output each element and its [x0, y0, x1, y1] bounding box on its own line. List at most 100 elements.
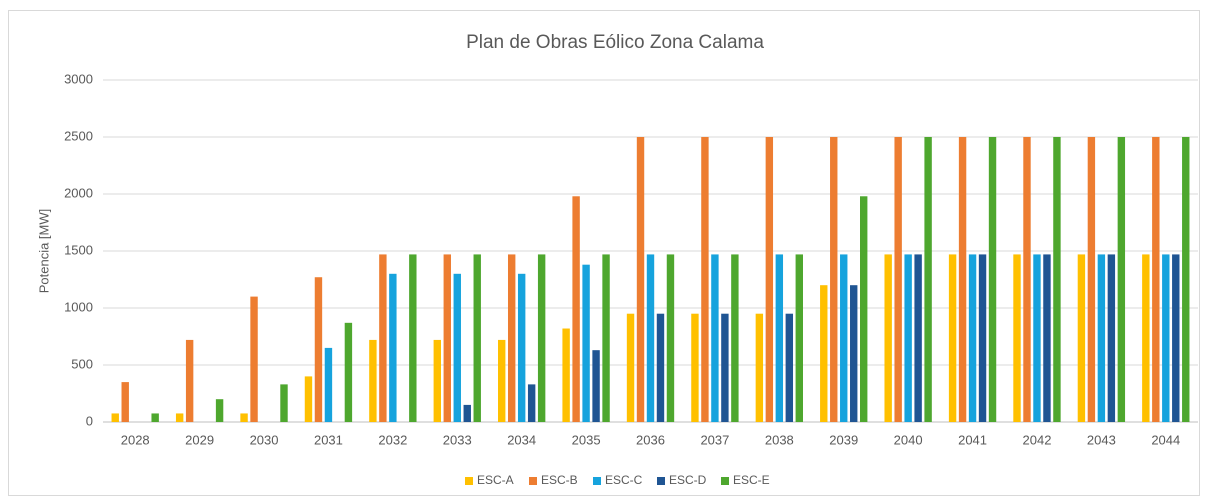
bar: [185, 339, 194, 422]
bar: [701, 137, 709, 422]
x-tick-label: 2030: [250, 432, 279, 447]
x-tick-label: 2034: [507, 432, 536, 447]
bar: [507, 254, 516, 422]
bar: [968, 254, 977, 422]
bar: [721, 313, 729, 422]
bar: [389, 273, 397, 422]
bar: [1172, 254, 1180, 422]
bar: [914, 254, 922, 422]
bar: [1182, 137, 1190, 422]
bar: [1077, 254, 1086, 422]
bar: [527, 384, 536, 422]
bar: [602, 254, 610, 422]
bar: [636, 137, 645, 422]
bar: [1013, 254, 1021, 422]
x-tick-label: 2035: [572, 432, 601, 447]
y-axis-label: Potencia [MW]: [36, 209, 51, 294]
bar: [1152, 137, 1160, 422]
bar: [988, 137, 997, 422]
bar: [111, 413, 119, 422]
bar: [1117, 137, 1126, 422]
bar: [280, 384, 288, 422]
x-tick-label: 2037: [700, 432, 729, 447]
x-tick-label: 2032: [378, 432, 407, 447]
bar: [626, 313, 635, 422]
bar: [820, 285, 828, 422]
x-tick-label: 2028: [121, 432, 150, 447]
bar: [666, 254, 675, 422]
legend-label: ESC-C: [605, 473, 643, 487]
legend-swatch: [721, 477, 729, 485]
chart-title: Plan de Obras Eólico Zona Calama: [466, 32, 764, 53]
bar: [958, 137, 967, 422]
bar: [785, 313, 794, 422]
x-tick-label: 2039: [829, 432, 858, 447]
bar: [755, 313, 764, 422]
y-tick-label: 2500: [64, 128, 93, 143]
x-tick-label: 2033: [443, 432, 472, 447]
bar: [1023, 137, 1031, 422]
bar: [151, 413, 159, 422]
bar: [324, 347, 333, 422]
bar: [379, 254, 387, 422]
bar: [859, 196, 868, 422]
bar: [582, 264, 590, 422]
bar: [731, 254, 739, 422]
x-tick-label: 2041: [958, 432, 987, 447]
bar: [1142, 254, 1150, 422]
legend-label: ESC-A: [477, 473, 514, 487]
bar: [453, 273, 461, 422]
bar: [904, 254, 912, 422]
bar: [711, 254, 719, 422]
bar: [884, 254, 892, 422]
x-tick-label: 2038: [765, 432, 794, 447]
y-tick-label: 2000: [64, 185, 93, 200]
bar: [537, 254, 546, 422]
y-tick-label: 1500: [64, 242, 93, 257]
bar: [1087, 137, 1096, 422]
bar: [1033, 254, 1041, 422]
bar: [894, 137, 902, 422]
y-tick-label: 3000: [64, 71, 93, 86]
bar: [215, 399, 224, 422]
y-tick-label: 500: [71, 356, 93, 371]
bar: [850, 285, 858, 422]
y-tick-label: 1000: [64, 299, 93, 314]
x-tick-label: 2043: [1087, 432, 1116, 447]
bar: [795, 254, 803, 422]
bar: [175, 413, 184, 422]
bar: [369, 339, 377, 422]
x-tick-label: 2031: [314, 432, 343, 447]
bar: [691, 313, 699, 422]
bar: [314, 277, 323, 422]
bar: [121, 382, 129, 422]
bar: [463, 404, 471, 422]
legend-label: ESC-E: [733, 473, 770, 487]
x-tick-label: 2036: [636, 432, 665, 447]
bar: [948, 254, 957, 422]
legend-label: ESC-B: [541, 473, 578, 487]
bar: [250, 296, 258, 422]
legend-label: ESC-D: [669, 473, 707, 487]
x-tick-label: 2044: [1151, 432, 1180, 447]
bar: [304, 376, 313, 422]
bar: [924, 137, 932, 422]
bar: [562, 328, 570, 422]
bar: [592, 350, 600, 422]
bar: [646, 254, 655, 422]
x-tick-label: 2042: [1023, 432, 1052, 447]
bar: [433, 339, 442, 422]
bar: [775, 254, 784, 422]
bar: [409, 254, 417, 422]
legend-swatch: [529, 477, 537, 485]
legend-swatch: [465, 477, 473, 485]
bar: [344, 322, 353, 422]
bar: [473, 254, 481, 422]
bar: [443, 254, 451, 422]
bar: [1162, 254, 1170, 422]
x-tick-label: 2040: [894, 432, 923, 447]
bar: [240, 413, 248, 422]
y-tick-label: 0: [86, 413, 93, 428]
bar: [517, 273, 526, 422]
bar: [1053, 137, 1061, 422]
